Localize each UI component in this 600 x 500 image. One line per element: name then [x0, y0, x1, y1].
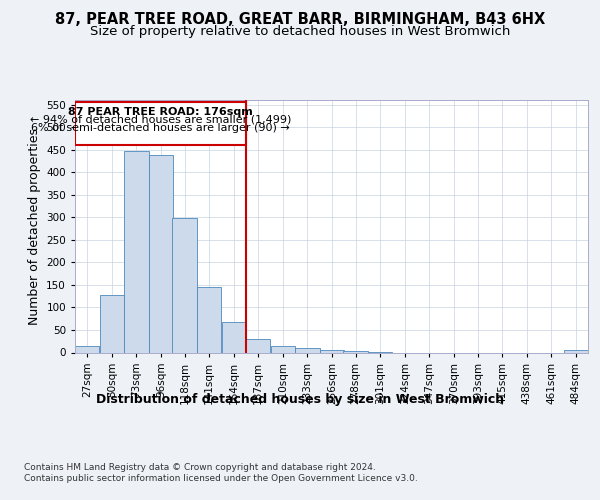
Bar — [124, 151, 149, 352]
Bar — [320, 350, 344, 352]
Bar — [149, 156, 173, 352]
Bar — [100, 295, 124, 352]
Bar — [75, 346, 100, 352]
Text: 87 PEAR TREE ROAD: 176sqm: 87 PEAR TREE ROAD: 176sqm — [68, 107, 253, 117]
Bar — [172, 218, 197, 352]
Text: Size of property relative to detached houses in West Bromwich: Size of property relative to detached ho… — [90, 25, 510, 38]
Bar — [271, 346, 295, 352]
Bar — [221, 322, 246, 352]
Text: Distribution of detached houses by size in West Bromwich: Distribution of detached houses by size … — [96, 392, 504, 406]
Text: Contains public sector information licensed under the Open Government Licence v3: Contains public sector information licen… — [24, 474, 418, 483]
Bar — [295, 348, 320, 352]
Y-axis label: Number of detached properties: Number of detached properties — [28, 128, 41, 325]
Text: ← 94% of detached houses are smaller (1,499): ← 94% of detached houses are smaller (1,… — [30, 115, 291, 125]
Text: Contains HM Land Registry data © Crown copyright and database right 2024.: Contains HM Land Registry data © Crown c… — [24, 462, 376, 471]
Text: 6% of semi-detached houses are larger (90) →: 6% of semi-detached houses are larger (9… — [31, 123, 290, 133]
Text: 87, PEAR TREE ROAD, GREAT BARR, BIRMINGHAM, B43 6HX: 87, PEAR TREE ROAD, GREAT BARR, BIRMINGH… — [55, 12, 545, 28]
Bar — [197, 286, 221, 352]
FancyBboxPatch shape — [75, 102, 246, 145]
Bar — [246, 339, 271, 352]
Bar — [343, 350, 368, 352]
Bar — [563, 350, 588, 352]
